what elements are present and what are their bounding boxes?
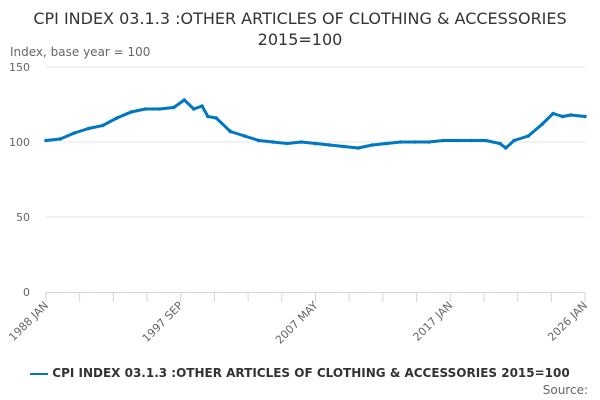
data-point — [313, 141, 318, 146]
data-point — [100, 123, 105, 128]
source-label: Source: — [542, 383, 588, 397]
data-point — [455, 138, 460, 143]
x-tick-label: 2026 JAN — [545, 299, 590, 344]
data-point — [191, 107, 196, 111]
data-point — [441, 138, 445, 143]
data-point — [271, 140, 275, 144]
data-point — [551, 111, 555, 116]
data-point — [115, 116, 119, 120]
x-tick-label: 2017 JAN — [411, 299, 456, 344]
x-tick-label: 1988 JAN — [6, 299, 51, 344]
x-tick-label: 2007 MAY — [273, 299, 321, 347]
data-point — [412, 140, 417, 144]
data-point — [242, 134, 247, 138]
data-point — [171, 105, 176, 110]
data-point — [370, 143, 375, 147]
legend-swatch — [30, 372, 49, 375]
data-point — [569, 113, 573, 117]
data-point — [327, 143, 332, 147]
data-point — [182, 98, 187, 102]
data-point — [583, 114, 587, 119]
data-point — [384, 141, 389, 146]
x-tick-label: 1997 SEP — [140, 299, 186, 345]
data-point — [285, 141, 289, 146]
data-point — [469, 138, 474, 143]
data-point — [228, 129, 233, 134]
data-point — [398, 140, 403, 144]
data-point — [214, 116, 219, 120]
data-point — [512, 138, 516, 143]
legend-label: CPI INDEX 03.1.3 :OTHER ARTICLES OF CLOT… — [52, 366, 570, 380]
data-point — [560, 114, 565, 119]
data-point — [58, 137, 62, 141]
y-axis-label: Index, base year = 100 — [10, 45, 151, 59]
data-point — [129, 110, 133, 114]
data-point — [427, 140, 431, 144]
data-point — [342, 144, 346, 149]
data-point — [498, 141, 502, 146]
data-point — [256, 138, 261, 143]
data-point — [299, 140, 304, 144]
data-point — [206, 114, 210, 119]
data-point — [72, 131, 77, 135]
data-point — [526, 134, 531, 138]
data-point — [483, 138, 488, 143]
data-point — [540, 122, 545, 126]
data-point — [356, 146, 360, 150]
y-tick-label: 50 — [16, 211, 30, 224]
data-point — [86, 126, 91, 131]
data-point — [44, 138, 48, 143]
chart-title: CPI INDEX 03.1.3 :OTHER ARTICLES OF CLOT… — [33, 9, 567, 49]
data-point — [143, 107, 148, 111]
data-point — [200, 104, 204, 108]
legend[interactable]: CPI INDEX 03.1.3 :OTHER ARTICLES OF CLOT… — [0, 366, 600, 380]
y-tick-label: 100 — [9, 136, 30, 149]
series-line — [45, 98, 586, 150]
y-tick-label: 150 — [9, 61, 30, 74]
y-tick-label: 0 — [23, 286, 30, 299]
data-point — [504, 146, 508, 150]
data-point — [157, 107, 162, 111]
